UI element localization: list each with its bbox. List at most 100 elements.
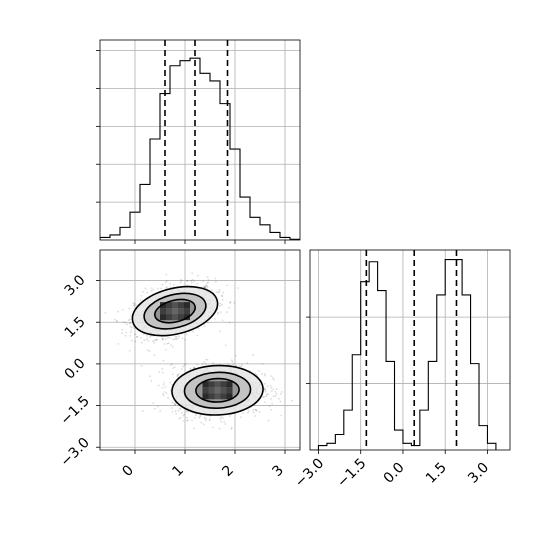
density-cell [184,308,190,315]
sample-point [179,416,182,419]
density-cell [220,381,227,388]
sample-point [174,403,177,406]
sample-point [263,389,266,391]
sample-point [212,426,214,429]
sample-point [161,387,164,389]
sample-point [219,305,221,307]
sample-point [171,407,173,409]
sample-point [145,338,148,341]
sample-point [231,359,233,361]
density-cell [208,387,215,394]
sample-point [256,373,258,376]
density-cell [202,387,209,394]
joint-xtick-label: 1 [169,462,187,480]
density-cell [226,387,233,394]
density-cell [220,393,227,400]
sample-point [215,291,218,294]
sample-point [205,358,208,361]
joint-xtick-label: 3 [269,462,287,480]
sample-point [228,363,231,366]
sample-point [231,360,234,363]
sample-point [161,337,164,340]
sample-point [220,420,223,423]
sample-point [197,274,199,277]
sample-point [263,396,266,398]
sample-point [142,290,145,293]
sample-point [218,290,221,293]
sample-point [204,362,207,365]
sample-point [229,415,231,417]
joint-plot-area [100,272,293,430]
sample-point [264,401,266,404]
sample-point [279,400,282,403]
sample-point [117,310,119,313]
sample-point [190,281,193,284]
sample-point [178,407,181,410]
sample-point [234,355,237,357]
sample-point [193,417,196,419]
sample-point [196,334,199,337]
sample-point [238,365,241,368]
sample-point [129,318,132,321]
sample-point [166,286,168,288]
sample-point [275,388,278,390]
sample-point [172,338,174,341]
sample-point [221,319,224,322]
sample-point [204,284,207,287]
sample-point [201,363,204,366]
sample-point [274,395,277,397]
sample-point [169,283,172,285]
sample-point [215,280,217,283]
sample-point [126,323,129,326]
sample-point [279,392,282,395]
sample-point [226,284,229,287]
sample-point [186,279,188,282]
sample-point [197,327,200,330]
sample-point [229,301,231,304]
sample-point [182,414,185,417]
sample-point [202,285,205,288]
contour-line [195,377,240,403]
sample-point [129,322,132,325]
sample-point [209,418,211,421]
density-cell [160,314,166,321]
sample-point [164,386,167,388]
sample-point [129,331,132,334]
x-histogram-outline [100,57,300,240]
sample-point [190,279,193,282]
sample-point [266,385,269,388]
sample-point [206,321,209,324]
sample-point [144,287,147,290]
density-core [202,381,233,400]
sample-point [167,396,170,399]
sample-point [203,416,206,419]
contour-line [143,292,207,330]
sample-point [131,339,134,342]
sample-point [252,409,255,411]
sample-point [152,288,155,291]
sample-point [232,363,235,365]
sample-point [264,382,266,385]
y-histogram-outline [310,258,497,450]
sample-point [169,381,172,384]
sample-point [220,294,223,297]
sample-point [153,339,156,342]
sample-point [175,412,178,415]
sample-point [148,350,151,352]
density-cell [226,393,233,400]
sample-point [177,409,180,412]
sample-point [162,359,165,362]
sample-point [205,419,207,422]
sample-point [252,354,255,357]
sample-point [270,390,273,392]
sample-point [180,278,182,281]
sample-point [180,411,183,414]
sample-point [153,407,156,410]
sample-point [228,321,231,324]
sample-point [275,392,278,395]
sample-point [290,399,293,402]
sample-point [223,421,226,423]
sample-point [114,318,116,321]
sample-point [116,320,118,322]
sample-point [222,291,225,294]
